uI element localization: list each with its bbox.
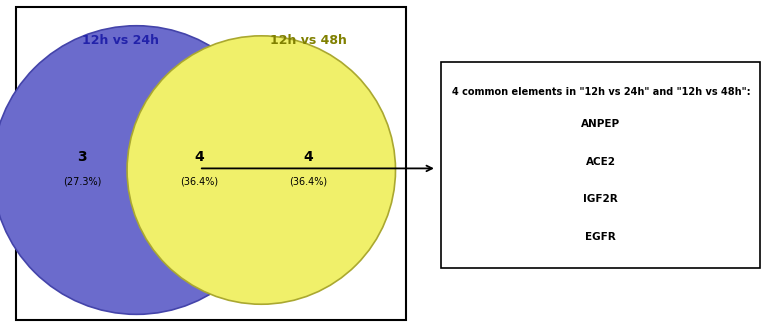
Text: IGF2R: IGF2R xyxy=(583,195,618,204)
Text: ANPEP: ANPEP xyxy=(581,119,620,129)
FancyBboxPatch shape xyxy=(16,7,406,320)
Text: 4: 4 xyxy=(194,150,204,164)
Text: 4: 4 xyxy=(303,150,313,164)
Ellipse shape xyxy=(127,36,395,304)
Text: (36.4%): (36.4%) xyxy=(180,177,218,186)
Text: ACE2: ACE2 xyxy=(586,157,615,167)
Text: 4 common elements in "12h vs 24h" and "12h vs 48h":: 4 common elements in "12h vs 24h" and "1… xyxy=(452,87,751,96)
FancyBboxPatch shape xyxy=(441,62,760,268)
Ellipse shape xyxy=(0,26,281,314)
Text: 12h vs 24h: 12h vs 24h xyxy=(83,34,159,47)
Text: 3: 3 xyxy=(77,150,87,164)
Text: (36.4%): (36.4%) xyxy=(289,177,327,186)
Text: 12h vs 48h: 12h vs 48h xyxy=(270,34,346,47)
Text: (27.3%): (27.3%) xyxy=(62,177,101,186)
Text: EGFR: EGFR xyxy=(585,232,616,242)
